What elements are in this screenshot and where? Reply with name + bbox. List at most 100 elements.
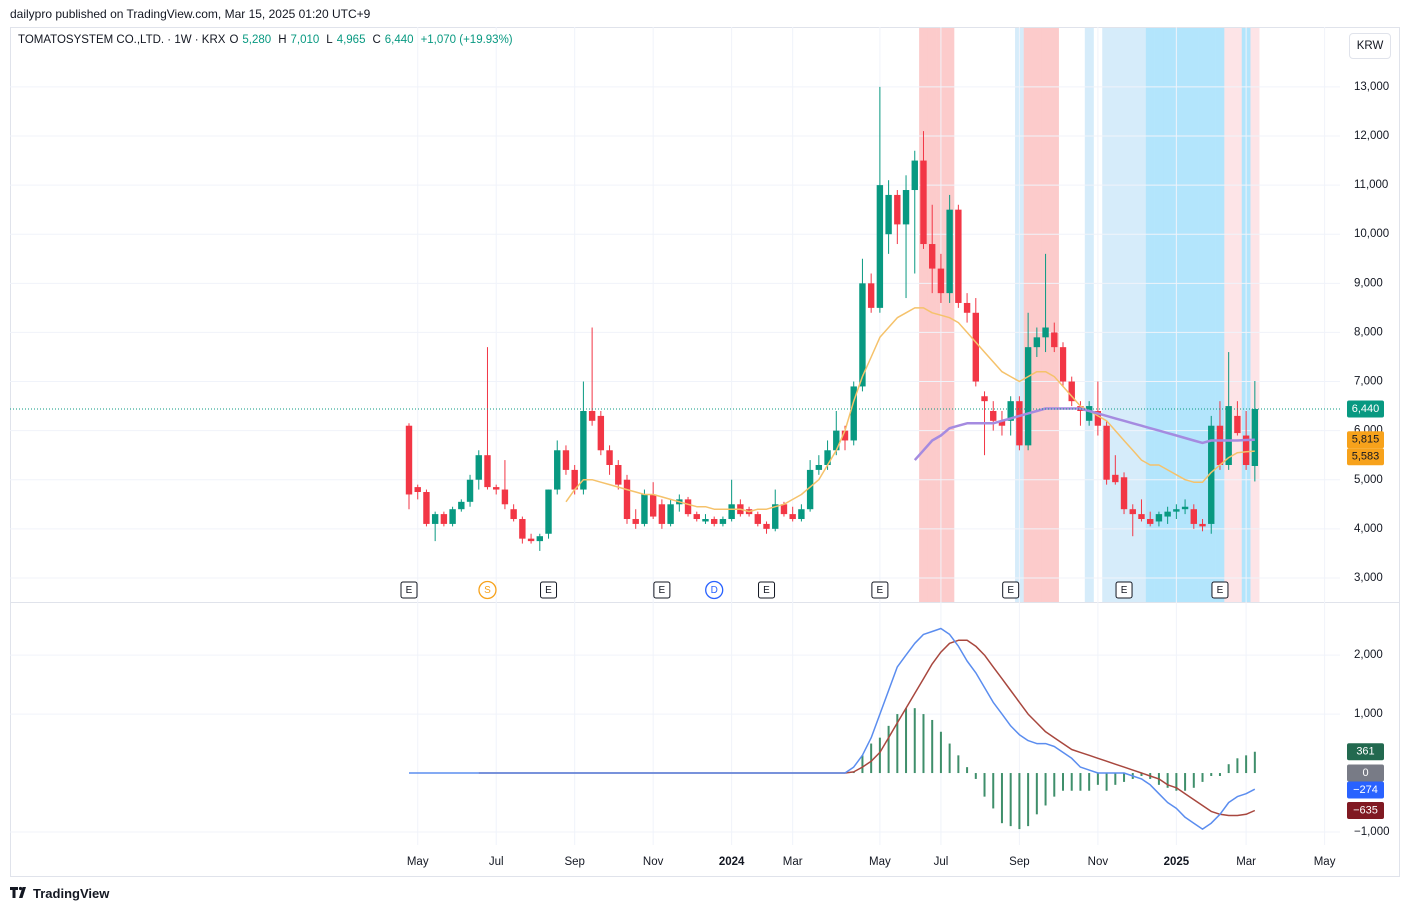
highlight-band xyxy=(1233,28,1243,602)
x-tick-label: Nov xyxy=(1088,856,1109,868)
histogram-bar xyxy=(1114,773,1117,785)
candle-body xyxy=(833,430,840,451)
candle-body xyxy=(684,499,692,515)
highlight-band xyxy=(1163,28,1173,602)
candle-body xyxy=(946,209,953,294)
candle-body xyxy=(571,469,578,490)
symbol-legend: TOMATOSYSTEM CO.,LTD. · 1W · KRX O 5,280 H… xyxy=(18,34,513,46)
candle-body xyxy=(510,509,517,520)
candle-body xyxy=(711,519,718,524)
event-label: D xyxy=(711,585,718,596)
x-tick-label: May xyxy=(1314,856,1336,868)
candle-body xyxy=(885,194,892,235)
candle-body xyxy=(815,465,823,470)
ohlc-value: 7,010 xyxy=(290,34,320,46)
event-marker xyxy=(1115,581,1133,599)
histogram-bar xyxy=(861,755,864,774)
candle-body xyxy=(841,430,849,441)
histogram-bar xyxy=(1123,773,1126,782)
price-tag xyxy=(1347,764,1384,782)
candle-body xyxy=(998,420,1006,426)
candle-body xyxy=(1112,474,1119,483)
candle-body xyxy=(902,190,910,225)
event-label: E xyxy=(763,585,770,596)
candle-body xyxy=(719,519,727,524)
candle-body xyxy=(850,386,857,441)
candle-body xyxy=(405,425,413,495)
event-marker xyxy=(1002,581,1020,599)
candle-body xyxy=(414,487,421,493)
y-tick-label: 13,000 xyxy=(1354,81,1389,93)
candle-body xyxy=(475,455,482,480)
histogram-bar xyxy=(896,714,899,774)
histogram-bar xyxy=(870,743,873,774)
histogram-bar xyxy=(1192,773,1195,788)
candle-body xyxy=(1094,410,1102,426)
highlight-band xyxy=(1137,28,1147,602)
moving-average-line xyxy=(565,307,1255,513)
candle-body xyxy=(649,494,657,517)
y-tick-label: 4,000 xyxy=(1354,523,1383,535)
event-marker xyxy=(1211,581,1229,599)
price-tag-label: 5,583 xyxy=(1352,451,1380,463)
currency-button[interactable]: KRW xyxy=(1349,33,1391,59)
price-tag xyxy=(1347,781,1384,799)
y-tick-label: −1,000 xyxy=(1354,826,1390,838)
highlight-band xyxy=(1102,28,1112,602)
ohlc-key: C xyxy=(372,34,381,46)
candle-body xyxy=(466,479,474,502)
histogram-bar xyxy=(1000,773,1003,824)
tradingview-logo xyxy=(10,886,26,898)
price-tag xyxy=(1347,743,1384,761)
candle-body xyxy=(876,185,884,308)
x-tick-label: May xyxy=(869,856,891,868)
y-tick-label: 8,000 xyxy=(1354,326,1383,338)
candle-body xyxy=(545,489,552,534)
histogram-bar xyxy=(931,719,934,774)
candle-body xyxy=(1190,509,1197,524)
event-label: E xyxy=(545,585,552,596)
histogram-bar xyxy=(1236,758,1239,774)
histogram-bar xyxy=(992,773,995,809)
candle-body xyxy=(1085,406,1093,421)
candle-body xyxy=(449,509,456,524)
y-tick-label: 7,000 xyxy=(1354,376,1383,388)
candle-body xyxy=(597,415,605,451)
histogram-bar xyxy=(939,731,942,774)
candle-body xyxy=(1173,509,1180,512)
candle-body xyxy=(911,160,918,191)
candle-body xyxy=(1042,327,1049,338)
histogram-bar xyxy=(1227,764,1230,774)
candle-body xyxy=(440,514,448,524)
candle-body xyxy=(955,209,962,303)
highlight-band xyxy=(1128,28,1138,602)
candle-body xyxy=(1155,514,1163,522)
highlight-band xyxy=(1215,28,1225,602)
y-tick-label: 11,000 xyxy=(1354,179,1388,191)
publish-info: dailypro published on TradingView.com, M… xyxy=(10,7,371,21)
histogram-bar xyxy=(887,725,890,774)
symbol-name: TOMATOSYSTEM CO.,LTD. · 1W · KRX xyxy=(18,34,226,46)
candle-body xyxy=(929,244,936,269)
candle-body xyxy=(894,194,901,225)
candle-body xyxy=(920,160,927,245)
highlight-band xyxy=(1189,28,1199,602)
ohlc-key: O xyxy=(229,34,239,46)
histogram-bar xyxy=(1053,773,1056,797)
macd-line xyxy=(409,627,1256,830)
highlight-band xyxy=(945,28,955,602)
histogram-bar xyxy=(1140,773,1143,776)
candle-body xyxy=(763,523,770,529)
candle-body xyxy=(580,410,587,490)
x-tick-label: Jul xyxy=(489,856,504,868)
candle-body xyxy=(658,504,666,524)
histogram-bar xyxy=(1035,773,1038,815)
candle-body xyxy=(1147,519,1154,524)
candle-body xyxy=(606,450,613,466)
ohlc-value: 4,965 xyxy=(336,34,366,46)
highlight-band xyxy=(1250,28,1260,602)
histogram-bar xyxy=(905,708,908,774)
y-tick-label: 1,000 xyxy=(1354,708,1383,720)
histogram-bar xyxy=(1027,773,1030,827)
histogram-bar xyxy=(948,743,951,774)
